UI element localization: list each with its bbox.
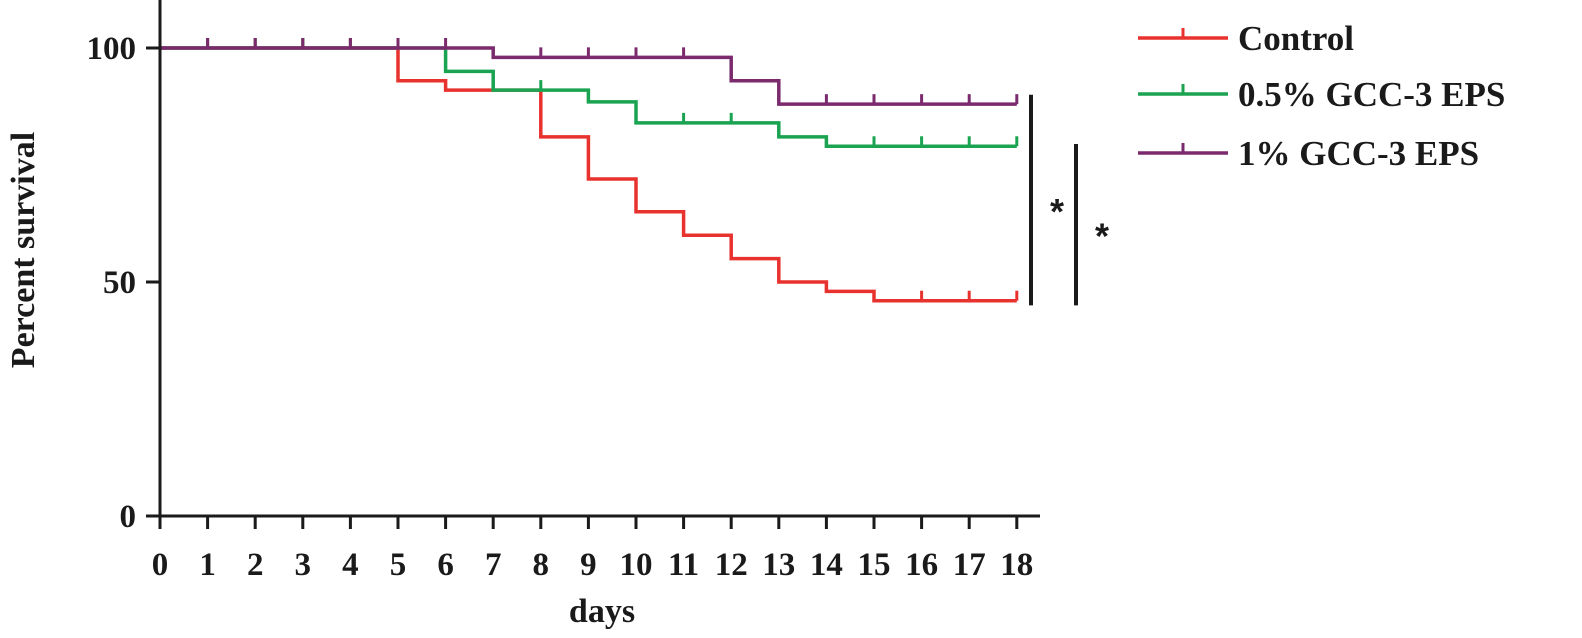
y-tick-label: 0 [120, 499, 137, 535]
x-tick-label: 0 [152, 547, 169, 583]
x-tick-label: 14 [810, 547, 843, 583]
x-tick-label: 8 [533, 547, 550, 583]
x-tick-label: 11 [668, 547, 699, 583]
significance-label: * [1095, 216, 1109, 257]
x-tick-label: 16 [905, 547, 938, 583]
legend-label: 0.5% GCC-3 EPS [1238, 75, 1505, 114]
x-tick-label: 13 [762, 547, 795, 583]
y-tick-label: 100 [87, 31, 137, 67]
y-tick-label: 50 [103, 265, 136, 301]
x-tick-label: 10 [620, 547, 653, 583]
series-line-2 [160, 46, 1017, 106]
x-tick-label: 1 [199, 547, 216, 583]
x-tick-label: 12 [715, 547, 748, 583]
x-tick-label: 4 [342, 547, 359, 583]
series-line-0 [160, 46, 1017, 303]
x-tick-label: 9 [580, 547, 597, 583]
x-tick-label: 17 [953, 547, 986, 583]
x-tick-label: 7 [485, 547, 502, 583]
x-tick-label: 6 [437, 547, 454, 583]
x-tick-label: 5 [390, 547, 407, 583]
y-axis-title: Percent survival [5, 132, 42, 368]
x-tick-label: 2 [247, 547, 264, 583]
x-tick-label: 15 [858, 547, 891, 583]
significance-label: * [1050, 191, 1064, 232]
legend: Control 0.5% GCC-3 EPS 1% GCC-3 EPS [1138, 19, 1505, 173]
x-tick-label: 3 [295, 547, 312, 583]
plot-lines [160, 38, 1019, 303]
series-line-1 [160, 46, 1017, 149]
legend-label: 1% GCC-3 EPS [1238, 134, 1479, 173]
significance-annotations: ** [1029, 94, 1109, 306]
x-axis-title: days [569, 593, 635, 630]
legend-label: Control [1238, 19, 1354, 58]
x-tick-label: 18 [1000, 547, 1033, 583]
